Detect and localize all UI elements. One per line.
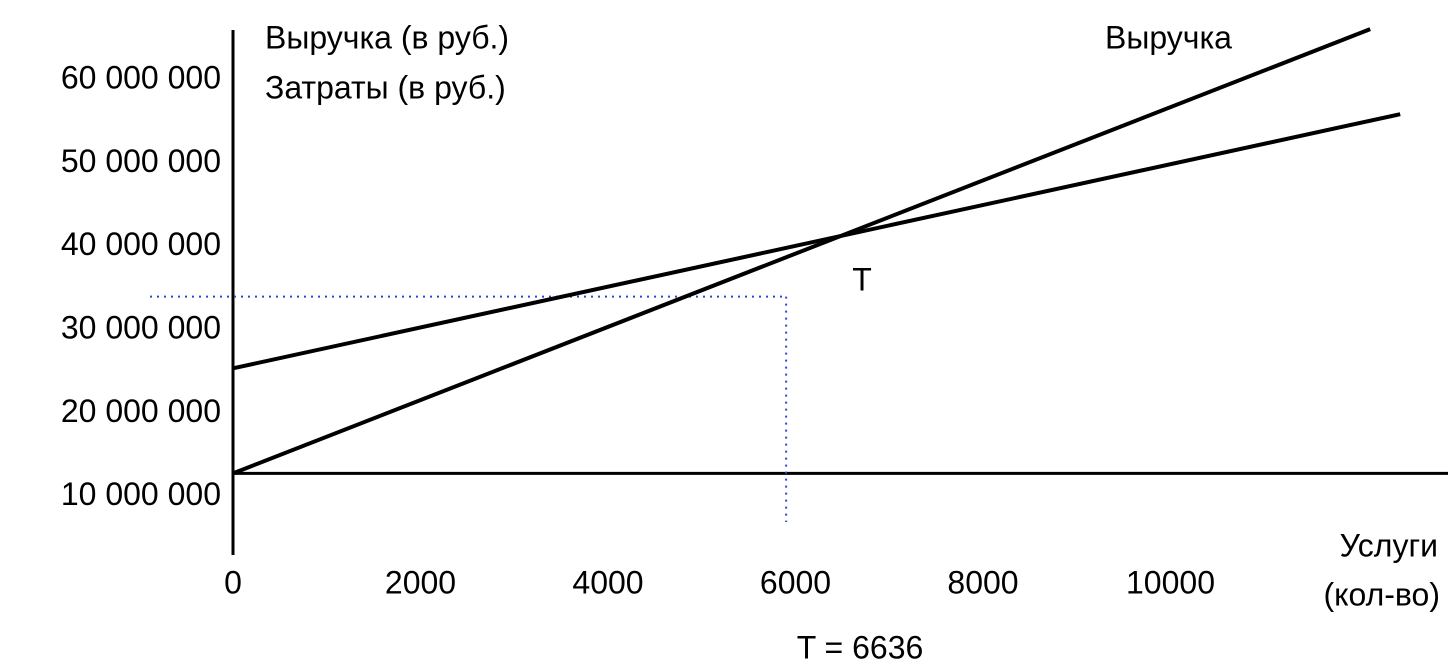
y-tick-label: 30 000 000 [61,309,221,345]
x-axis-label: (кол-во) [1323,576,1440,612]
x-tick-label: 0 [224,564,242,600]
x-tick-label: 2000 [385,564,456,600]
x-tick-label: 4000 [572,564,643,600]
series-label: Выручка [1105,19,1232,55]
y-tick-label: 20 000 000 [61,393,221,429]
series-line [232,112,1401,371]
y-axis-label: Затраты (в руб.) [265,69,506,105]
x-tick-label: 6000 [760,564,831,600]
x-axis-label: Услуги [1340,527,1438,563]
x-tick-label: 10000 [1126,564,1215,600]
y-tick-label: 50 000 000 [61,143,221,179]
y-tick-label: 10 000 000 [61,476,221,512]
series-line [232,27,1371,476]
x-tick-label: 8000 [947,564,1018,600]
y-tick-label: 40 000 000 [61,226,221,262]
annotation: T = 6636 [797,629,924,665]
annotation: T [852,261,872,297]
y-axis-label: Выручка (в руб.) [265,19,509,55]
y-tick-label: 60 000 000 [61,59,221,95]
